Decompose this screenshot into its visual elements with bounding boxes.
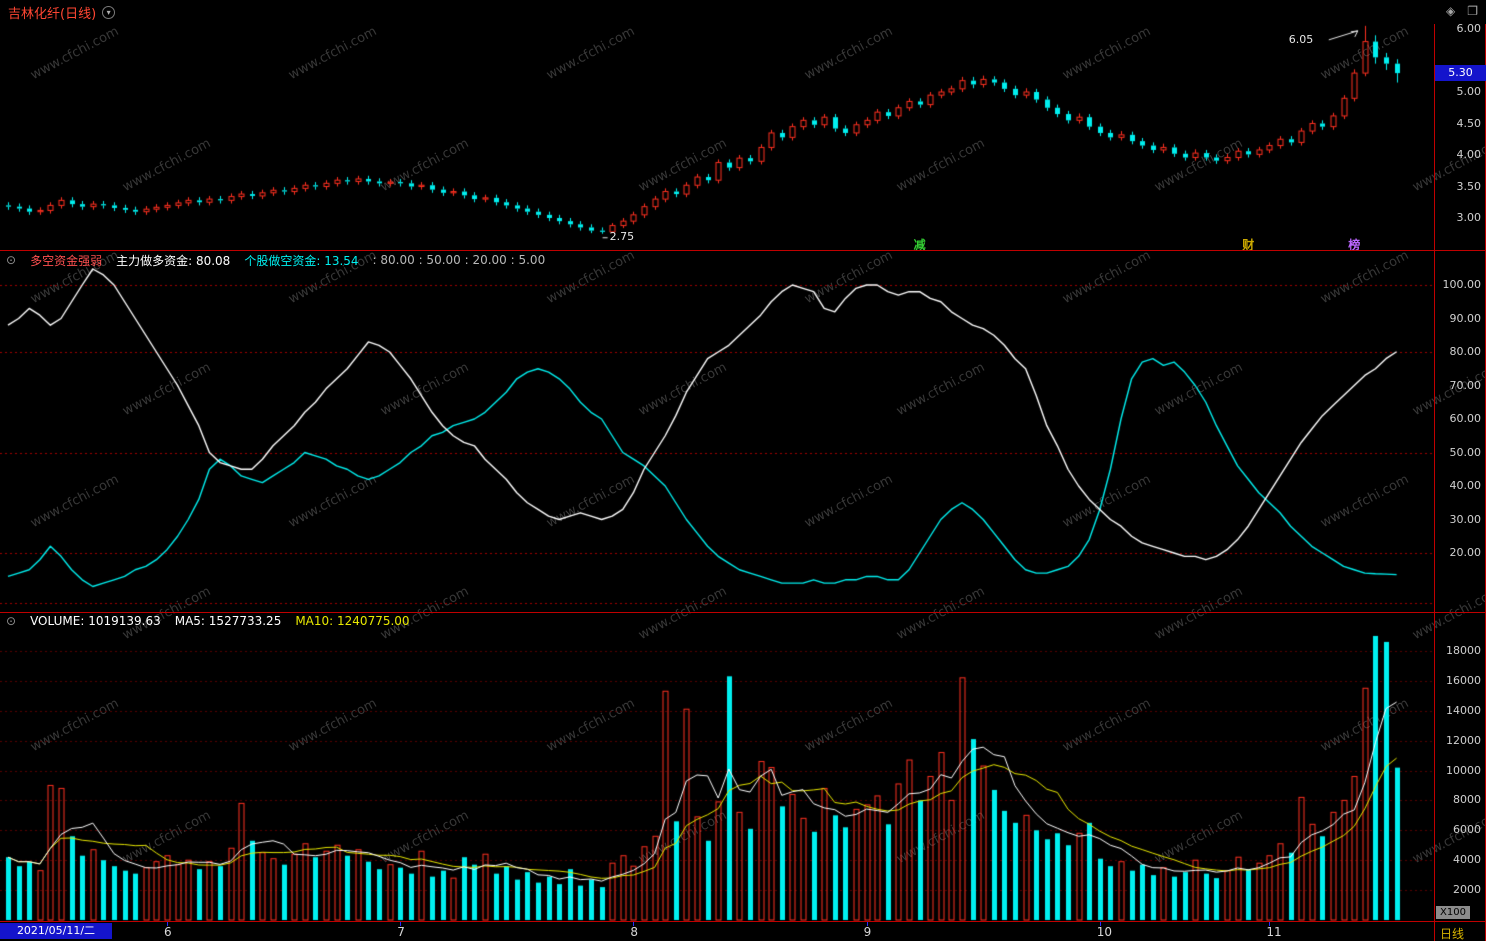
price-axis-label: 5.00 xyxy=(1456,85,1482,98)
price-axis-label: 3.00 xyxy=(1456,211,1482,224)
indicator-params: : 80.00 : 50.00 : 20.00 : 5.00 xyxy=(372,253,546,267)
current-price-value: 5.30 xyxy=(1448,66,1473,80)
volume-chart[interactable] xyxy=(0,630,1434,921)
event-marker[interactable]: 减 xyxy=(913,238,926,252)
date-display: 2021/05/11/二 xyxy=(0,923,112,939)
price-axis-label: 4.00 xyxy=(1456,148,1482,161)
event-marker[interactable]: 财 xyxy=(1242,238,1255,252)
month-tick xyxy=(167,922,168,926)
volume-axis-label: 12000 xyxy=(1446,733,1481,747)
month-tick xyxy=(1099,922,1101,926)
indicator-chart[interactable] xyxy=(0,268,1434,612)
volume-field: VOLUME: 1019139.63 xyxy=(30,614,161,628)
volume-axis-label: 18000 xyxy=(1446,643,1481,657)
month-label: 11 xyxy=(1266,925,1282,939)
low-price-annotation: 2.75 xyxy=(609,229,635,243)
current-price-badge: 5.30 xyxy=(1435,65,1486,82)
status-bar: 2021/05/11/二 日线 6 7 8 9 10 11 xyxy=(0,922,1486,941)
bear-fund-field: 个股做空资金: 13.54 xyxy=(244,253,359,268)
ma10-field: MA10: 1240775.00 xyxy=(295,614,410,628)
collapse-icon[interactable]: ⊙ xyxy=(6,253,17,267)
indicator-axis-label: 100.00 xyxy=(1442,278,1482,291)
indicator-axis-label: 60.00 xyxy=(1449,412,1482,425)
ma5-field: MA5: 1527733.25 xyxy=(174,614,282,628)
month-label: 7 xyxy=(397,925,405,939)
month-tick xyxy=(1269,922,1271,926)
indicator-axis-label: 30.00 xyxy=(1449,512,1482,526)
volume-axis-label: 14000 xyxy=(1446,703,1481,717)
month-label: 8 xyxy=(630,925,639,939)
indicator-axis-label: 70.00 xyxy=(1449,378,1482,392)
volume-axis-label: 16000 xyxy=(1446,673,1481,687)
high-price-annotation: 6.05 xyxy=(1288,32,1314,46)
indicator-name[interactable]: 多空资金强弱 xyxy=(30,253,103,268)
window-restore-icon[interactable]: ❐ xyxy=(1467,4,1478,18)
volume-axis-label: 4000 xyxy=(1453,853,1481,867)
panel-separator xyxy=(0,612,1486,613)
indicator-header: ⊙ 多空资金强弱 主力做多资金: 80.08 个股做空资金: 13.54 : 8… xyxy=(0,252,545,268)
month-label: 10 xyxy=(1096,925,1113,939)
indicator-axis-label: 20.00 xyxy=(1449,546,1482,559)
panel-separator xyxy=(0,250,1486,251)
indicator-axis-label: 50.00 xyxy=(1449,445,1482,459)
price-axis-label: 3.50 xyxy=(1456,179,1482,193)
candlestick-chart[interactable] xyxy=(0,24,1434,250)
volume-axis-label: 2000 xyxy=(1453,883,1481,897)
bull-fund-field: 主力做多资金: 80.08 xyxy=(116,253,231,268)
month-tick xyxy=(633,922,635,926)
price-axis-label: 6.00 xyxy=(1456,22,1482,35)
diamond-icon[interactable]: ◈ xyxy=(1446,4,1456,18)
volume-unit-label: X100 xyxy=(1436,906,1470,919)
title-bar: 吉林化纤(日线) ▾ xyxy=(0,0,1486,24)
month-tick xyxy=(866,922,868,926)
month-label: 9 xyxy=(863,925,872,939)
title-dropdown-icon[interactable]: ▾ xyxy=(102,5,116,19)
volume-axis-label: 10000 xyxy=(1446,763,1481,777)
month-label: 6 xyxy=(164,925,172,939)
month-tick xyxy=(400,922,402,926)
panel-separator xyxy=(0,921,1486,922)
indicator-axis-label: 80.00 xyxy=(1449,345,1482,358)
stock-title[interactable]: 吉林化纤(日线) xyxy=(8,6,97,22)
price-axis-label: 4.50 xyxy=(1456,116,1482,130)
collapse-icon[interactable]: ⊙ xyxy=(6,614,17,628)
volume-header: ⊙ VOLUME: 1019139.63 MA5: 1527733.25 MA1… xyxy=(0,613,410,629)
titlebar-icons: ◈ ❐ xyxy=(1446,4,1478,18)
indicator-axis-label: 90.00 xyxy=(1449,311,1482,325)
event-marker[interactable]: 榜 xyxy=(1348,238,1361,252)
axis-separator xyxy=(1434,24,1435,941)
indicator-axis-label: 40.00 xyxy=(1449,479,1482,492)
period-label[interactable]: 日线 xyxy=(1440,927,1465,941)
volume-axis-label: 8000 xyxy=(1453,793,1481,807)
volume-axis-label: 6000 xyxy=(1453,823,1481,837)
